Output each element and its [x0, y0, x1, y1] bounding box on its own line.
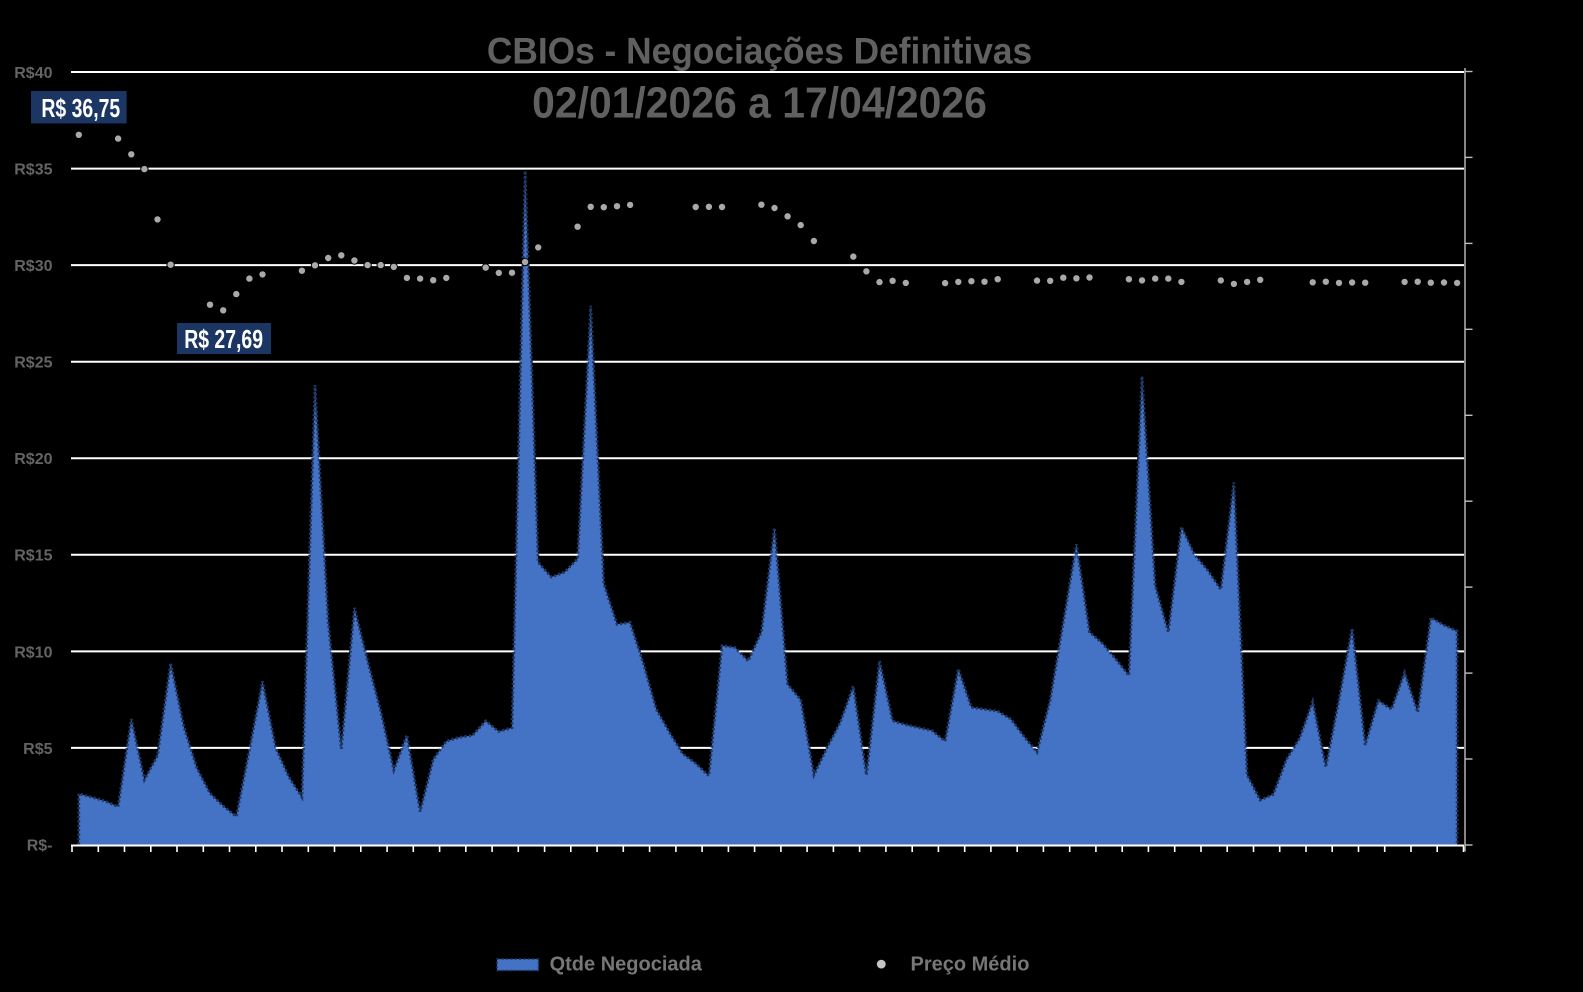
svg-text:R$10: R$10 [14, 644, 52, 661]
svg-text:R$-: R$- [27, 837, 53, 854]
svg-text:R$15: R$15 [14, 548, 52, 565]
svg-text:Qtde Negociada: Qtde Negociada [550, 954, 703, 976]
svg-text:R$ 36,75: R$ 36,75 [41, 93, 120, 122]
svg-text:R$40: R$40 [14, 65, 52, 82]
svg-text:CBIOs - Negociações Definitiva: CBIOs - Negociações Definitivas [487, 30, 1032, 72]
svg-text:R$30: R$30 [14, 258, 52, 275]
svg-text:R$5: R$5 [23, 741, 52, 758]
svg-text:Preço Médio: Preço Médio [911, 954, 1030, 976]
svg-text:R$ 27,69: R$ 27,69 [184, 325, 263, 354]
svg-text:R$35: R$35 [14, 162, 52, 179]
svg-text:R$20: R$20 [14, 451, 52, 468]
svg-text:R$25: R$25 [14, 355, 52, 372]
svg-text:02/01/2026 a 17/04/2026: 02/01/2026 a 17/04/2026 [532, 78, 987, 126]
